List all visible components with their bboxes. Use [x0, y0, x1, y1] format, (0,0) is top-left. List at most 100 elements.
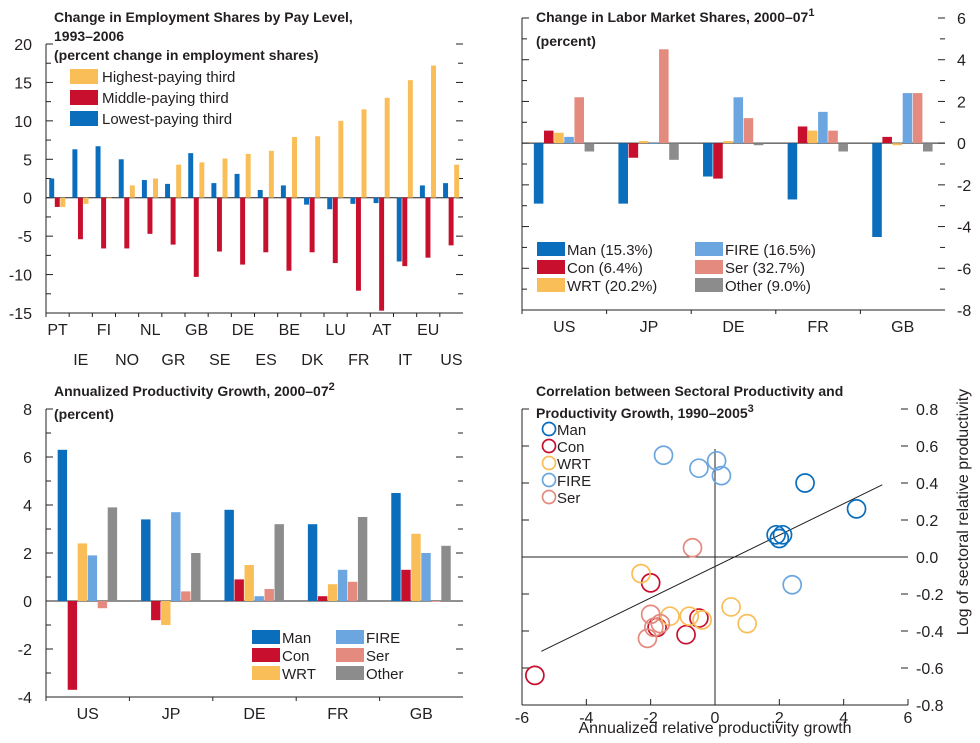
panel2-legend-swatch-fire — [695, 242, 723, 256]
panel1-bar-mid — [310, 198, 315, 253]
panel1-bar-high — [153, 179, 158, 198]
panel3-title-line1: Annualized Productivity Growth, 2000–072 — [54, 381, 335, 399]
panel2-bar-other — [669, 143, 679, 160]
panel3-legend-swatch-con — [252, 648, 280, 662]
panel1-legend-swatch-mid — [70, 90, 98, 105]
panel2-y-tick-label: -4 — [957, 220, 971, 237]
panel3-bar-fire — [171, 512, 180, 601]
panel4-legend-label: Con — [557, 439, 585, 456]
panel4-x-axis-label: Annualized relative productivity growth — [578, 720, 851, 737]
panel1-bar-high — [223, 159, 228, 198]
panel3-bar-con — [151, 601, 160, 620]
panel1-y-tick-label: -10 — [9, 268, 32, 285]
panel2-y-tick-label: 6 — [957, 11, 966, 28]
panel3-bar-fire — [88, 555, 97, 601]
panel2-x-tick-label: US — [553, 319, 575, 336]
panel1-y-tick-label: 5 — [23, 152, 32, 169]
panel1-bar-mid — [101, 198, 106, 249]
panel4-y-tick-label: 0.0 — [916, 550, 938, 567]
panel3-legend-swatch-other — [336, 666, 364, 680]
panel3-y-tick-label: 0 — [23, 594, 32, 611]
panel2-legend-label: Con (6.4%) — [567, 260, 643, 277]
panel1-bar-low — [258, 190, 263, 198]
panel1-bar-low — [211, 183, 216, 198]
panel1-bar-high — [385, 98, 390, 198]
panel3-bar-other — [358, 517, 367, 601]
panel2-bar-wrt — [639, 141, 649, 143]
panel1-bar-high — [60, 198, 65, 207]
panel3-legend-swatch-man — [252, 630, 280, 644]
panel1-bar-high — [246, 154, 251, 198]
panel1-bar-low — [443, 183, 448, 198]
panel3-bar-con — [318, 596, 327, 601]
panel2-bar-con — [544, 131, 554, 144]
panel3-bar-other — [275, 524, 284, 601]
panel4-legend-label: Man — [557, 422, 586, 439]
panel2-bar-con — [713, 143, 723, 178]
panel4-title-line1: Correlation between Sectoral Productivit… — [536, 383, 843, 399]
panel2-bar-other — [585, 143, 595, 151]
panel1-bar-mid — [147, 198, 152, 234]
panel4-title-line2: Productivity Growth, 1990–20053 — [536, 403, 754, 421]
panel3-legend-label: Other — [366, 666, 404, 683]
panel2-bar-man — [872, 143, 882, 237]
panel3-bar-ser — [181, 591, 190, 601]
panel1-bar-mid — [402, 198, 407, 266]
panel4-footnote-mark: 3 — [748, 403, 754, 415]
panel1-y-tick-label: 15 — [14, 75, 32, 92]
panel3-bar-ser — [98, 601, 107, 608]
panel3-y-tick-label: 6 — [23, 450, 32, 467]
panel3-x-tick-label: JP — [162, 706, 181, 723]
panel1-bar-high — [292, 137, 297, 198]
panel4-y-tick-label: 0.2 — [916, 513, 938, 530]
panel4-y-tick-label: 0.4 — [916, 476, 938, 493]
panel1-bar-low — [235, 174, 240, 198]
panel1-x-tick-label: EU — [417, 322, 439, 339]
panel2-bar-ser — [744, 118, 754, 143]
panel4-y-tick-label: -0.4 — [916, 624, 944, 641]
panel2-footnote-mark: 1 — [808, 7, 814, 19]
panel1-bar-high — [107, 198, 112, 199]
panel4-legend-label: Ser — [557, 490, 580, 507]
panel2-bar-man — [703, 143, 713, 176]
panel3-legend-label: Man — [282, 630, 311, 647]
panel2-x-tick-label: DE — [722, 319, 744, 336]
panel3-bar-con — [401, 570, 410, 601]
panel3-y-tick-label: -4 — [18, 690, 32, 707]
panel1-x-tick-label: BE — [279, 322, 300, 339]
panel3-bar-man — [308, 524, 317, 601]
panel3-bar-wrt — [328, 584, 337, 601]
panel1-bar-mid — [425, 198, 430, 258]
panel3-legend-label: Con — [282, 648, 310, 665]
panel3-y-tick-label: 4 — [23, 498, 32, 515]
panel3-bar-ser — [348, 582, 357, 601]
panel1-bar-high — [269, 151, 274, 198]
panel1-legend-swatch-high — [70, 69, 98, 84]
panel1-bar-high — [130, 185, 135, 197]
panel2-bar-other — [838, 143, 848, 151]
panel1-bar-low — [281, 185, 286, 197]
panel1-x-tick-label: DE — [232, 322, 254, 339]
panel2-legend-label: Ser (32.7%) — [725, 260, 805, 277]
panel3-bar-other — [441, 546, 450, 601]
panel3-x-tick-label: DE — [243, 706, 265, 723]
panel2-bar-man — [618, 143, 628, 203]
panel3-footnote-mark: 2 — [329, 381, 335, 393]
panel2-bar-fire — [734, 97, 744, 143]
panel1-bar-high — [454, 165, 459, 198]
panel4-legend-label: FIRE — [557, 473, 591, 490]
panel4-legend-label: WRT — [557, 456, 591, 473]
panel3-y-tick-label: 2 — [23, 546, 32, 563]
panel1-bar-mid — [333, 198, 338, 263]
panel1-bar-high — [362, 109, 367, 197]
panel3-bar-man — [58, 450, 67, 601]
panel3-bar-wrt — [244, 565, 253, 601]
panel1-bar-high — [199, 162, 204, 197]
panel1-x-tick-label: FR — [348, 352, 369, 369]
panel1-bar-mid — [194, 198, 199, 277]
panel3-bar-man — [391, 493, 400, 601]
panel2-bar-man — [788, 143, 798, 199]
panel1-x-tick-label: IE — [73, 352, 88, 369]
panel3-bar-con — [68, 601, 77, 690]
panel1-x-tick-label: NL — [140, 322, 161, 339]
